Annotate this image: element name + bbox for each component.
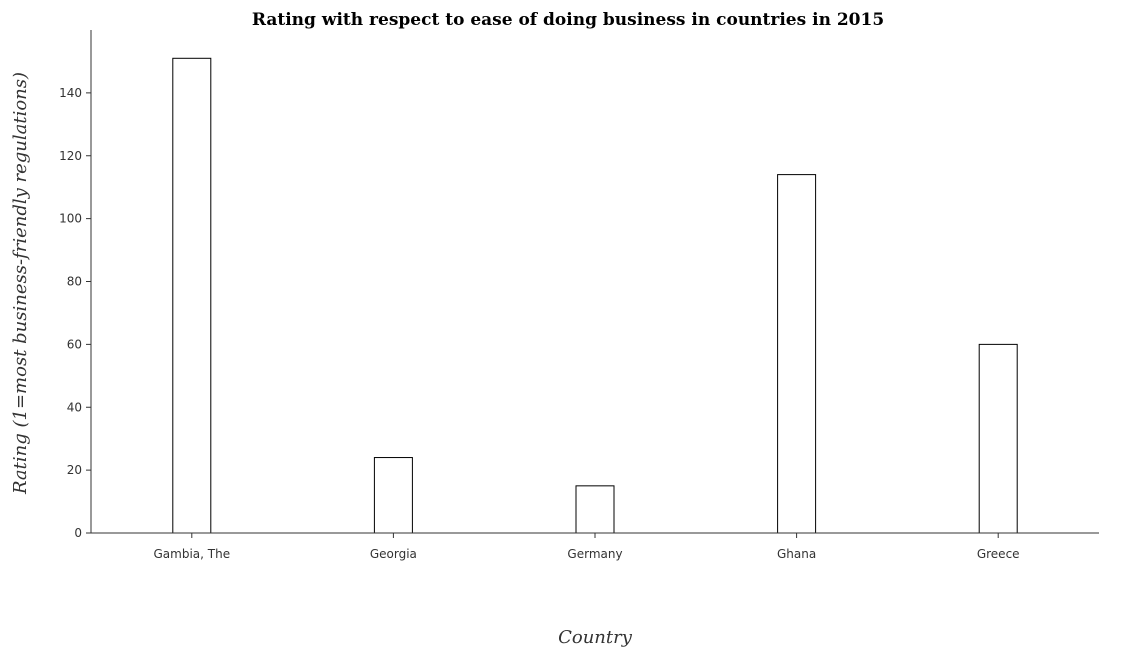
- bar-georgia: [373, 457, 413, 534]
- x-tick-label: Gambia, The: [154, 547, 231, 561]
- x-tick-label: Greece: [977, 547, 1020, 561]
- y-ticks-group: 0 20 40 60 80 100 120 140: [59, 86, 91, 540]
- bar-gambia-the: [172, 57, 212, 534]
- bars-group: [172, 57, 1018, 534]
- x-tick-label: Georgia: [370, 547, 417, 561]
- y-tick-label: 40: [67, 400, 82, 414]
- x-tick-label: Ghana: [777, 547, 816, 561]
- bar-germany: [575, 485, 615, 534]
- chart-title: Rating with respect to ease of doing bus…: [252, 10, 884, 30]
- bar-greece: [978, 343, 1018, 534]
- y-tick-label: 0: [74, 526, 82, 540]
- y-axis-label: Rating (1=most business-friendly regulat…: [10, 72, 31, 495]
- x-ticks-group: Gambia, The Georgia Germany Ghana Greece: [154, 533, 1020, 561]
- y-tick-label: 120: [59, 149, 82, 163]
- x-tick-label: Germany: [567, 547, 622, 561]
- y-tick-label: 80: [67, 275, 82, 289]
- y-tick-label: 60: [67, 337, 82, 351]
- y-tick-label: 100: [59, 212, 82, 226]
- bar-ghana: [777, 174, 817, 534]
- x-axis-label: Country: [558, 627, 633, 648]
- y-tick-label: 20: [67, 463, 82, 477]
- y-tick-label: 140: [59, 86, 82, 100]
